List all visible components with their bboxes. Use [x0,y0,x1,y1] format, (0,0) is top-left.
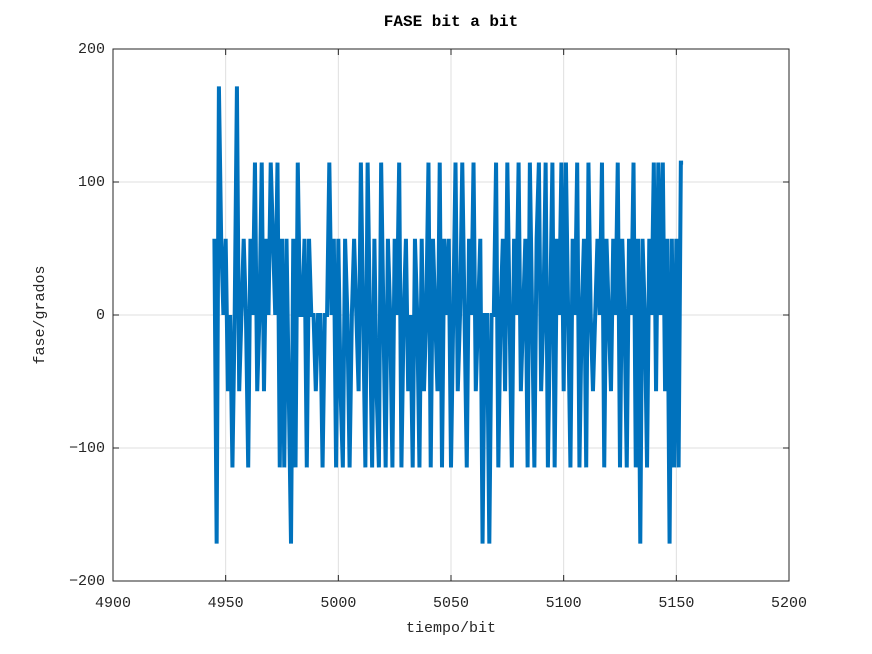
data-line [212,86,684,544]
y-tick-label: −100 [69,440,105,457]
plot-area: 4900 4950 5000 5050 5100 5150 5200 −200 −100 0 100… [69,41,807,612]
x-tick-label: 5050 [433,595,469,612]
x-tick-label: 5200 [771,595,807,612]
x-tick-label: 4950 [208,595,244,612]
y-tick-label: 100 [78,174,105,191]
x-tick-label: 5150 [658,595,694,612]
y-tick-label: 200 [78,41,105,58]
y-tick-label: 0 [96,307,105,324]
chart-title: FASE bit a bit [384,13,518,31]
x-tick-label: 5100 [546,595,582,612]
x-tick-label: 5000 [320,595,356,612]
x-tick-label: 4900 [95,595,131,612]
y-axis-label: fase/grados [32,265,49,364]
x-axis-label: tiempo/bit [406,620,496,637]
y-tick-label: −200 [69,573,105,590]
axes-frame [112,48,790,582]
